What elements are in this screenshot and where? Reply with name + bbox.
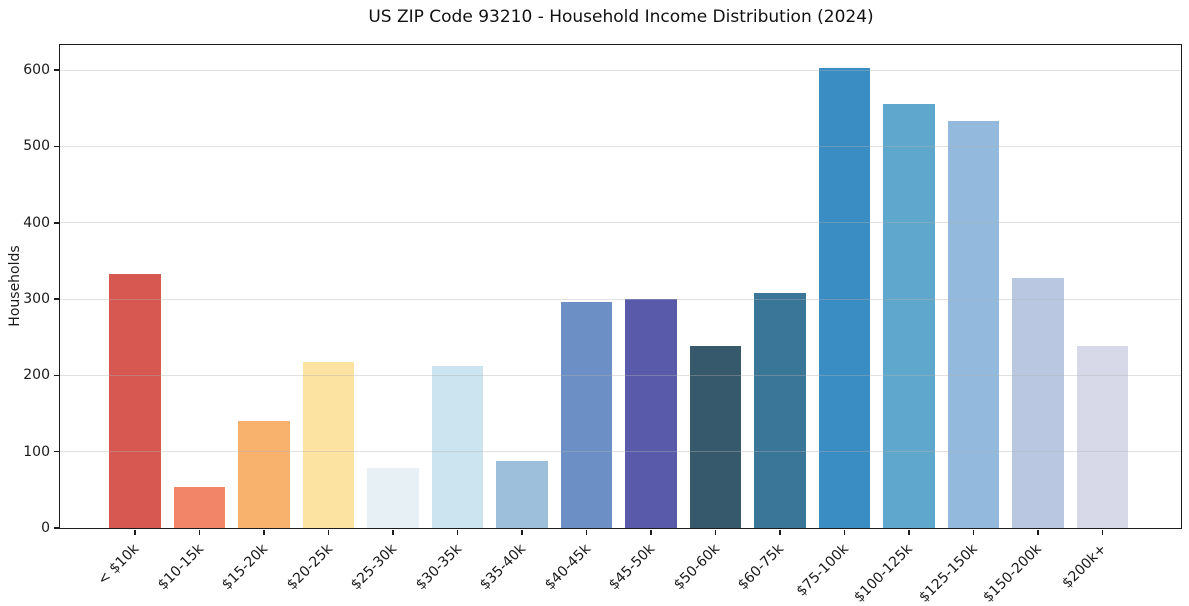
x-tick <box>1037 529 1039 535</box>
gridline-600 <box>60 69 1181 71</box>
bar-30-35k <box>431 366 484 528</box>
bar-125-150k <box>947 120 1000 528</box>
y-tick-label: 200 <box>23 367 50 384</box>
bar-100-125k <box>883 103 935 528</box>
x-tick-label: $25-30k <box>348 541 401 594</box>
x-tick <box>714 529 717 535</box>
bar-50-60k <box>689 346 742 528</box>
x-tick <box>263 529 265 535</box>
gridline-200 <box>60 374 1181 376</box>
x-tick-label: $20-25k <box>283 541 336 594</box>
y-tick-label: 500 <box>23 138 50 155</box>
y-tick-label: 0 <box>41 520 50 536</box>
x-tick-label: $100-125k <box>851 541 917 606</box>
y-tick <box>53 527 59 529</box>
chart-title: US ZIP Code 93210 - Household Income Dis… <box>368 7 874 27</box>
bar-15-20k <box>238 421 290 528</box>
x-tick-label: $75-100k <box>793 541 852 600</box>
x-tick <box>779 529 781 535</box>
gridline-500 <box>60 145 1181 148</box>
bar-40-45k <box>560 302 613 528</box>
x-tick <box>908 529 910 535</box>
bar-35-40k <box>496 460 548 528</box>
x-tick <box>392 529 394 535</box>
x-tick <box>327 529 330 535</box>
y-tick-label: 300 <box>23 291 50 308</box>
bar-25-30k <box>367 467 419 528</box>
bar-10k <box>109 273 161 528</box>
x-tick-label: $125-150k <box>915 541 981 606</box>
x-tick-label: $50-60k <box>670 541 723 594</box>
bar-20-25k <box>302 361 355 528</box>
gridline-400 <box>60 222 1181 224</box>
gridline-300 <box>60 298 1181 300</box>
bar-200k <box>1076 346 1129 528</box>
x-tick-label: < $10k <box>94 541 143 589</box>
x-tick <box>972 529 975 535</box>
chart-figure: US ZIP Code 93210 - Household Income Dis… <box>7 7 1182 606</box>
x-tick-label: $10-15k <box>154 541 207 594</box>
y-axis-label: Households <box>7 245 23 327</box>
x-tick-label: $40-45k <box>541 541 594 594</box>
y-tick <box>53 298 59 300</box>
y-tick <box>53 69 59 71</box>
y-tick <box>53 145 59 148</box>
bar-10-15k <box>173 486 226 528</box>
x-tick-label: $60-75k <box>735 541 788 594</box>
x-tick <box>650 529 652 535</box>
x-tick <box>521 529 523 535</box>
x-tick-label: $30-35k <box>412 541 465 594</box>
bar-150-200k <box>1012 277 1064 528</box>
gridline-100 <box>60 451 1181 453</box>
x-tick-label: $45-50k <box>606 541 659 594</box>
bar-75-100k <box>818 67 871 528</box>
x-tick-label: $150-200k <box>980 541 1046 606</box>
y-tick-label: 400 <box>23 214 50 231</box>
x-tick <box>134 529 136 535</box>
y-tick <box>53 222 59 224</box>
y-tick <box>53 450 59 453</box>
y-tick-label: 600 <box>23 62 50 79</box>
x-tick <box>456 529 459 535</box>
plot-area: 0 100 200 300 400 500 600 < $10k $10-15k $15-20k $… <box>23 44 1182 606</box>
bar-60-75k <box>754 293 806 528</box>
y-tick <box>53 374 59 377</box>
bar-45-50k <box>625 299 677 528</box>
x-tick <box>198 529 201 535</box>
x-tick <box>843 529 846 535</box>
x-tick-label: $15-20k <box>219 541 272 594</box>
x-tick-label: $35-40k <box>477 541 530 594</box>
y-tick-label: 100 <box>23 443 50 460</box>
x-tick-label: $200k+ <box>1059 541 1110 592</box>
x-tick <box>1101 529 1104 535</box>
x-tick <box>585 529 588 535</box>
